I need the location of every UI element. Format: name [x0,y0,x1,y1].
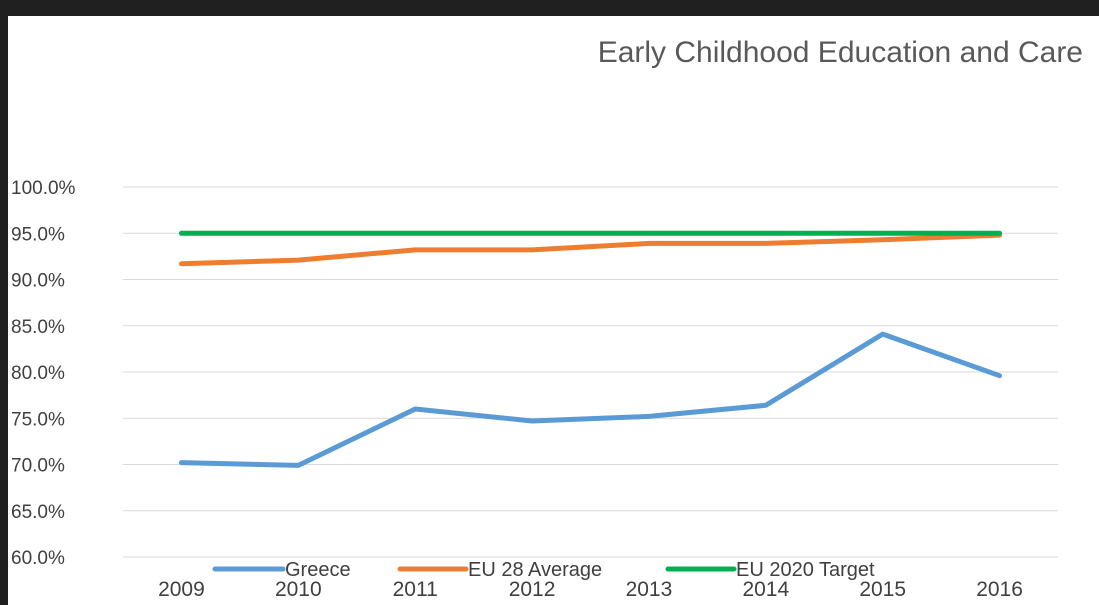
x-tick-label: 2015 [859,578,906,601]
y-tick-label: 75.0% [11,409,65,430]
x-tick-label: 2009 [158,578,205,601]
y-tick-label: 80.0% [11,363,65,384]
legend-label: EU 28 Average [468,559,602,581]
y-tick-label: 65.0% [11,502,65,523]
chart-title: Early Childhood Education and Care [598,36,1083,69]
y-tick-label: 100.0% [11,178,76,199]
x-tick-label: 2016 [976,578,1023,601]
y-tick-label: 85.0% [11,317,65,338]
gridlines [123,186,1058,558]
x-tick-label: 2014 [742,578,789,601]
series-lines [178,230,1003,468]
y-tick-label: 95.0% [11,224,65,245]
x-tick-label: 2012 [509,578,556,601]
series-line [178,232,1003,267]
chart-panel [8,16,1099,605]
legend: Greece EU 28 Average EU 2020 Target [212,559,875,581]
legend-label: Greece [285,559,351,581]
x-axis-tick-labels: 2009 2010 2011 2012 2013 2014 2015 2016 [158,578,1023,601]
x-tick-label: 2011 [393,578,438,601]
series-line [178,331,1003,468]
y-tick-label: 90.0% [11,271,65,292]
x-tick-label: 2013 [626,578,673,601]
y-axis-tick-labels: 60.0% 65.0% 70.0% 75.0% 80.0% 85.0% 90.0% 95.0%… [11,178,76,569]
x-tick-label: 2010 [275,578,322,601]
y-tick-label: 60.0% [11,548,65,569]
y-tick-label: 70.0% [11,456,65,477]
legend-label: EU 2020 Target [736,559,875,581]
